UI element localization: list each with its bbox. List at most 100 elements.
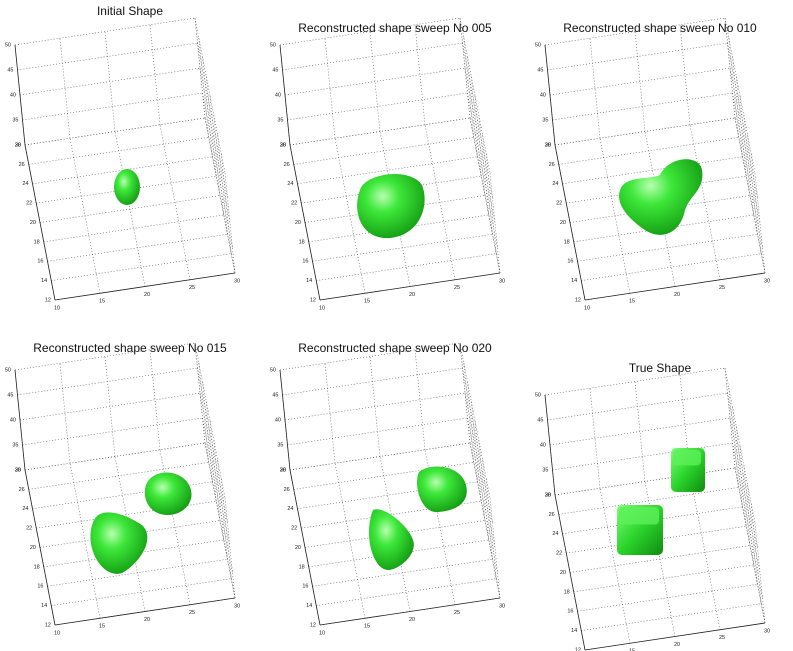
x-grid-wall bbox=[370, 32, 380, 132]
y-grid-floor bbox=[574, 565, 754, 592]
x-tick-label: 15 bbox=[364, 624, 370, 630]
z-tick-label: 45 bbox=[537, 417, 543, 423]
y-grid-side bbox=[479, 115, 489, 215]
y-tick-label: 22 bbox=[556, 201, 562, 207]
z-grid-side bbox=[195, 343, 225, 498]
z-tick-label: 35 bbox=[542, 117, 548, 123]
x-tick-label: 30 bbox=[234, 603, 240, 609]
x-tick-label: 15 bbox=[99, 299, 105, 305]
y-tick-label: 20 bbox=[295, 545, 301, 551]
x-tick-label: 20 bbox=[144, 617, 150, 623]
z-grid-side bbox=[725, 18, 755, 173]
z-tick-label: 45 bbox=[272, 67, 278, 73]
axis-edge bbox=[280, 370, 290, 470]
x-grid-wall bbox=[635, 32, 645, 132]
y-grid-side bbox=[471, 401, 481, 501]
x-grid-floor bbox=[115, 132, 145, 287]
x-tick-label: 25 bbox=[719, 635, 725, 641]
z-grid-side bbox=[728, 43, 758, 198]
y-tick-label: 18 bbox=[564, 239, 570, 245]
y-tick-label: 20 bbox=[560, 570, 566, 576]
z-tick-label: 50 bbox=[535, 42, 541, 48]
x-tick-label: 25 bbox=[719, 285, 725, 291]
panel-title: Initial Shape bbox=[97, 4, 163, 18]
x-tick-label: 10 bbox=[54, 305, 60, 311]
y-grid-side bbox=[748, 484, 758, 584]
y-tick-label: 18 bbox=[34, 564, 40, 570]
y-tick-label: 18 bbox=[564, 589, 570, 595]
z-tick-label: 50 bbox=[270, 42, 276, 48]
panel: Reconstructed shape sweep No 00510152025… bbox=[270, 18, 505, 311]
y-tick-label: 14 bbox=[571, 278, 577, 284]
x-tick-label: 25 bbox=[454, 610, 460, 616]
z-grid-side bbox=[465, 393, 495, 548]
y-grid-side bbox=[471, 76, 481, 176]
y-grid-side bbox=[490, 173, 500, 273]
panel: Reconstructed shape sweep No 01510152025… bbox=[5, 341, 240, 636]
x-tick-label: 15 bbox=[629, 299, 635, 305]
z-tick-label: 30 bbox=[15, 467, 21, 473]
y-grid-side bbox=[490, 498, 500, 598]
x-tick-label: 30 bbox=[499, 278, 505, 284]
y-grid-side bbox=[744, 465, 754, 565]
y-tick-label: 26 bbox=[19, 162, 25, 168]
z-grid-wall bbox=[23, 418, 203, 445]
z-grid-side bbox=[468, 93, 498, 248]
z-grid-wall bbox=[288, 418, 468, 445]
y-tick-label: 22 bbox=[26, 526, 32, 532]
axis-edge bbox=[545, 395, 555, 495]
shape bbox=[90, 512, 147, 574]
z-tick-label: 35 bbox=[12, 442, 18, 448]
y-grid-side bbox=[755, 173, 765, 273]
z-tick-label: 30 bbox=[280, 467, 286, 473]
z-grid-wall bbox=[553, 443, 733, 470]
y-tick-label: 24 bbox=[22, 181, 28, 187]
x-grid-floor bbox=[160, 125, 190, 280]
y-grid-side bbox=[464, 362, 474, 462]
y-tick-label: 26 bbox=[549, 512, 555, 518]
z-tick-label: 45 bbox=[272, 392, 278, 398]
z-tick-label: 45 bbox=[537, 67, 543, 73]
y-tick-label: 26 bbox=[19, 487, 25, 493]
z-tick-label: 40 bbox=[540, 442, 546, 448]
z-tick-label: 35 bbox=[542, 467, 548, 473]
panel: True Shape101520253012141618202224262830… bbox=[535, 361, 770, 651]
panel-title: True Shape bbox=[629, 361, 692, 375]
y-tick-label: 24 bbox=[287, 181, 293, 187]
y-tick-label: 18 bbox=[299, 564, 305, 570]
y-tick-label: 22 bbox=[556, 551, 562, 557]
x-grid-wall bbox=[150, 350, 160, 450]
x-grid-wall bbox=[105, 357, 115, 457]
z-tick-label: 50 bbox=[270, 367, 276, 373]
y-tick-label: 12 bbox=[575, 647, 581, 651]
z-grid-wall bbox=[550, 68, 730, 95]
axis-edge bbox=[15, 370, 25, 470]
z-grid-wall bbox=[20, 393, 200, 420]
shape bbox=[145, 472, 192, 515]
y-grid-side bbox=[464, 37, 474, 137]
z-tick-label: 45 bbox=[7, 392, 13, 398]
z-tick-label: 40 bbox=[540, 92, 546, 98]
y-grid-side bbox=[736, 76, 746, 176]
y-tick-label: 20 bbox=[30, 220, 36, 226]
y-grid-floor bbox=[51, 254, 231, 281]
z-grid-side bbox=[733, 443, 763, 598]
z-tick-label: 40 bbox=[10, 417, 16, 423]
y-tick-label: 14 bbox=[571, 628, 577, 634]
y-grid-side bbox=[206, 76, 216, 176]
z-grid-side bbox=[463, 43, 493, 198]
z-grid-side bbox=[728, 393, 758, 548]
y-tick-label: 24 bbox=[22, 506, 28, 512]
z-grid-side bbox=[470, 443, 500, 598]
x-grid-wall bbox=[635, 382, 645, 482]
shape bbox=[417, 466, 467, 512]
shape bbox=[357, 174, 425, 238]
x-grid-wall bbox=[680, 25, 690, 125]
x-tick-label: 10 bbox=[319, 630, 325, 636]
z-grid-wall bbox=[550, 418, 730, 445]
x-grid-floor bbox=[690, 475, 720, 630]
y-tick-label: 20 bbox=[30, 545, 36, 551]
figure: Initial Shape101520253012141618202224262… bbox=[0, 0, 793, 651]
panel: Reconstructed shape sweep No 01010152025… bbox=[535, 18, 770, 311]
z-grid-side bbox=[730, 68, 760, 223]
